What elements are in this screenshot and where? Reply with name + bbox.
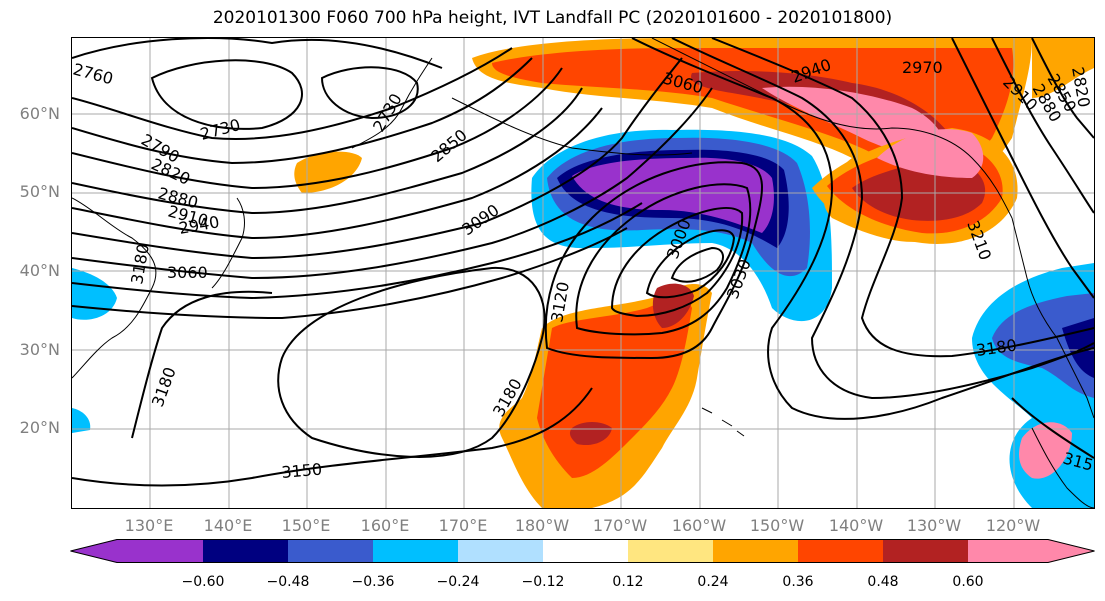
colorbar-tick: 0.60	[952, 574, 984, 590]
lon-label-130e: 130°E	[124, 516, 174, 535]
contour-label: 2760	[72, 60, 115, 89]
lon-label-180w: 180°W	[514, 516, 570, 535]
lat-label-50n: 50°N	[19, 182, 60, 201]
colorbar-bin	[117, 539, 203, 563]
contour-3030	[645, 229, 736, 299]
contour-d	[72, 67, 563, 190]
contour-3060	[610, 207, 744, 318]
contour-label: 3150	[281, 460, 323, 482]
contour-3120	[544, 161, 763, 360]
lon-label-150w: 150°W	[749, 516, 805, 535]
coast-hawaii	[701, 407, 745, 437]
colorbar-bin	[798, 539, 883, 563]
colorbar-bin	[628, 539, 713, 563]
lon-label-150e: 150°E	[281, 516, 331, 535]
contour-l	[671, 38, 1094, 400]
contour-o	[991, 38, 1094, 214]
colorbar	[70, 539, 1095, 563]
contour-k	[631, 38, 1094, 420]
contour-label: 3090	[458, 200, 502, 239]
lon-label-170e: 170°E	[438, 516, 488, 535]
contour-j	[72, 227, 628, 320]
ivt-negative-west-coast-mid	[992, 293, 1094, 398]
coast-baja	[1031, 427, 1094, 508]
map-canvas: 2760 2730 2730 2790 2820 2850 2880 2910 …	[72, 38, 1094, 508]
coast-alaska	[651, 38, 1013, 219]
ivt-positive-south-dark2	[569, 422, 612, 446]
contour-label: 3060	[167, 263, 208, 282]
lon-label-120w: 120°W	[985, 516, 1041, 535]
contour-h	[72, 87, 713, 280]
contour-3090	[575, 183, 752, 336]
lat-label-40n: 40°N	[19, 261, 60, 280]
colorbar-tick: −0.60	[181, 574, 225, 590]
map-panel: 2760 2730 2730 2790 2820 2850 2880 2910 …	[71, 37, 1095, 509]
ivt-positive-gulf-pink	[877, 129, 984, 178]
colorbar-bin	[458, 539, 543, 563]
contour-b	[72, 47, 513, 140]
ivt-positive-kamchatka	[294, 151, 362, 193]
ivt-shading	[72, 38, 1094, 508]
contour-label: 3180	[148, 365, 180, 410]
colorbar-bin	[713, 539, 798, 563]
lat-label-20n: 20°N	[19, 418, 60, 437]
colorbar-bin	[203, 539, 288, 563]
lon-label-170w: 170°W	[592, 516, 648, 535]
colorbar-tick: −0.24	[436, 574, 480, 590]
contour-c	[72, 57, 533, 165]
contour-2760-low	[150, 59, 303, 130]
contour-n	[951, 38, 1094, 299]
lon-label-160e: 160°E	[360, 516, 410, 535]
colorbar-tick: 0.36	[782, 574, 814, 590]
lon-label-160w: 160°W	[671, 516, 727, 535]
ivt-negative-left-edge2	[72, 408, 91, 433]
lat-label-60n: 60°N	[19, 104, 60, 123]
map-title: 2020101300 F060 700 hPa height, IVT Land…	[212, 8, 893, 28]
contour-i	[72, 202, 643, 300]
ivt-negative-left-edge	[72, 268, 117, 320]
colorbar-extend-high	[1048, 539, 1095, 563]
contour-label: 3030	[723, 257, 755, 302]
coast-na-west	[1011, 217, 1094, 419]
lat-label-30n: 30°N	[19, 340, 60, 359]
colorbar-tick: 0.48	[867, 574, 899, 590]
contour-m	[711, 38, 1094, 358]
colorbar-bin	[883, 539, 968, 563]
contour-label: 2970	[902, 58, 943, 77]
contour-3150	[72, 387, 593, 487]
contour-a	[72, 38, 443, 69]
contour-3180-south	[277, 266, 546, 458]
contour-label: 3180	[127, 242, 153, 285]
colorbar-tick: −0.12	[521, 574, 565, 590]
contour-3000	[670, 246, 724, 283]
contour-315-sw	[1011, 397, 1094, 459]
height-contours	[72, 38, 1094, 487]
ivt-positive-ne-corner	[1032, 38, 1094, 98]
ivt-pink-southwest	[1019, 422, 1072, 479]
contour-e	[72, 87, 583, 215]
contour-p	[1031, 38, 1094, 139]
graticule	[72, 38, 1094, 508]
colorbar-tick: −0.36	[351, 574, 395, 590]
contour-3180-west	[131, 290, 273, 439]
colorbar-tick: 0.12	[612, 574, 644, 590]
lon-label-130w: 130°W	[906, 516, 962, 535]
contour-g	[72, 57, 683, 260]
contour-f	[72, 107, 603, 240]
colorbar-tick: −0.48	[266, 574, 310, 590]
colorbar-bin	[968, 539, 1048, 563]
colorbar-bin	[543, 539, 628, 563]
colorbar-extend-low	[70, 539, 117, 563]
colorbar-outline	[70, 539, 1095, 563]
coast-asia	[72, 197, 157, 379]
contour-2730-low	[320, 66, 419, 120]
coast-kamchatka	[351, 57, 433, 149]
lon-label-140e: 140°E	[203, 516, 253, 535]
colorbar-tick: 0.24	[697, 574, 729, 590]
colorbar-bin	[373, 539, 458, 563]
lon-label-140w: 140°W	[828, 516, 884, 535]
colorbar-bin	[288, 539, 373, 563]
